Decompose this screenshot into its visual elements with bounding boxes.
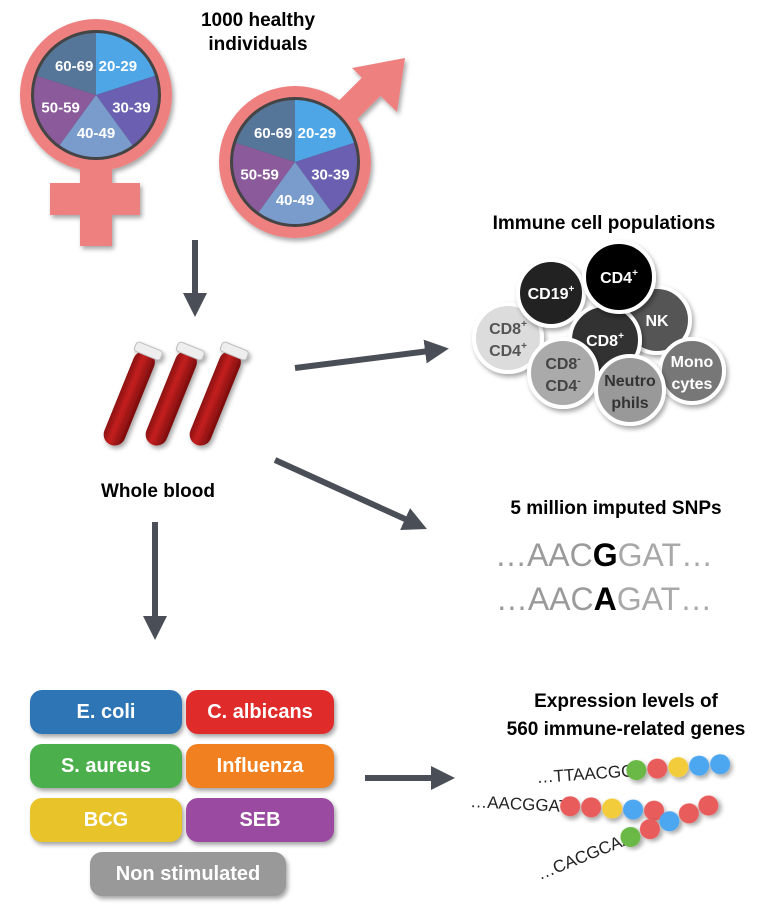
age-group-label: 20-29 [298, 125, 336, 142]
age-group-label: 20-29 [99, 58, 137, 75]
pie-slice-30-39 [96, 75, 158, 146]
seq-prefix: …AAC [495, 537, 593, 573]
seq-suffix: GAT… [617, 581, 712, 617]
cell-neutrophils: Neutro phils [594, 354, 666, 426]
svg-text:CD19+: CD19+ [528, 284, 575, 303]
age-group-label: 30-39 [112, 99, 150, 116]
snp-allele: A [594, 581, 617, 617]
svg-text:Mono: Mono [671, 354, 714, 371]
blood-tubes-icon [103, 341, 249, 446]
age-group-label: 40-49 [276, 192, 314, 209]
stimulus-bcg: BCG [30, 798, 182, 842]
pie-slice-50-59 [233, 142, 295, 213]
cell-cd4: CD4+ [582, 240, 656, 314]
expression-bead [659, 811, 680, 832]
cohort-title-line2: individuals [208, 34, 307, 55]
expression-bead [698, 795, 719, 816]
expression-bead [647, 758, 668, 779]
pie-slice-40-49 [59, 95, 133, 158]
expression-bead [644, 800, 665, 821]
pie-slice-50-59 [33, 75, 96, 146]
snp-allele: G [593, 537, 618, 573]
stimulus-non-stimulated: Non stimulated [90, 852, 286, 896]
svg-text:CD8-: CD8- [545, 354, 580, 373]
expression-bead [560, 796, 581, 817]
svg-text:CD8+: CD8+ [586, 331, 624, 350]
expression-bead [689, 755, 710, 776]
expression-bead [678, 803, 699, 824]
stimulus-e-coli: E. coli [30, 690, 182, 734]
age-group-label: 50-59 [240, 166, 278, 183]
snp-sequence-2: …AACAGAT… [496, 581, 712, 617]
cell-cd19: CD19+ [516, 258, 586, 328]
pie-slice-60-69 [236, 99, 295, 162]
cell-cd8cd4: CD8- CD4- [527, 337, 599, 409]
stimulus-influenza: Influenza [186, 744, 334, 788]
pie-slice-30-39 [295, 142, 357, 213]
pie-slice-20-29 [96, 33, 155, 95]
svg-text:phils: phils [611, 395, 648, 412]
age-group-label: 60-69 [254, 125, 292, 142]
expression-bead [668, 757, 689, 778]
expression-bead [602, 798, 623, 819]
pie-slice-60-69 [37, 33, 96, 95]
pie-slice-20-29 [295, 100, 354, 162]
expression-bead [581, 797, 602, 818]
cell-cd8cd4: CD8+ CD4+ [472, 302, 544, 374]
immune-cells-cluster: CD8+ CD4+ CD19+ NK CD8+ CD4+ CD8- CD4- Mono cytes… [472, 240, 726, 426]
female-age-pie: 20-29 30-39 40-49 50-59 60-69 [31, 30, 161, 160]
stimulus-seb: SEB [186, 798, 334, 842]
svg-text:cytes: cytes [672, 376, 713, 393]
expression-bead [626, 760, 647, 781]
arrow-right-icon [294, 339, 449, 371]
gene-strand: …TTAACGG [536, 754, 731, 787]
expression-bead [710, 754, 731, 775]
cohort-title: 1000 healthy [201, 10, 315, 31]
svg-text:NK: NK [645, 313, 669, 330]
gene-expression-strands: …TTAACGG…AACGGAT…CACGCAA [470, 754, 731, 884]
age-group-label: 30-39 [311, 166, 349, 183]
whole-blood-label: Whole blood [101, 481, 215, 502]
svg-text:CD4+: CD4+ [489, 341, 527, 360]
expression-title-line2: 560 immune-related genes [507, 719, 746, 740]
expression-title: Expression levels of [534, 691, 718, 712]
svg-text:CD4+: CD4+ [600, 268, 638, 287]
cells-title: Immune cell populations [493, 213, 716, 234]
pie-slice-40-49 [258, 162, 332, 225]
gene-strand: …AACGGAT [470, 792, 665, 821]
expression-bead [620, 826, 641, 847]
age-group-label: 50-59 [41, 99, 79, 116]
svg-text:Neutro: Neutro [604, 373, 656, 390]
gene-sequence: …AACGGAT [470, 792, 570, 816]
age-group-label: 60-69 [55, 58, 93, 75]
expression-bead [623, 799, 644, 820]
svg-text:CD4-: CD4- [545, 376, 580, 395]
stimulus-c-albicans: C. albicans [186, 690, 334, 734]
snp-sequence-1: …AACGGAT… [495, 537, 713, 573]
age-group-label: 40-49 [77, 125, 115, 142]
arrow-diagonal-icon [273, 457, 427, 530]
stimulus-s-aureus: S. aureus [30, 744, 182, 788]
gene-sequence: …TTAACGG [536, 761, 635, 787]
male-age-pie: 20-29 30-39 40-49 50-59 60-69 [230, 97, 360, 227]
seq-prefix: …AAC [496, 581, 594, 617]
cell-monocytes: Mono cytes [658, 337, 726, 405]
seq-suffix: GAT… [618, 537, 713, 573]
svg-text:CD8+: CD8+ [489, 319, 527, 338]
expression-bead [639, 819, 660, 840]
snps-title: 5 million imputed SNPs [510, 498, 721, 519]
